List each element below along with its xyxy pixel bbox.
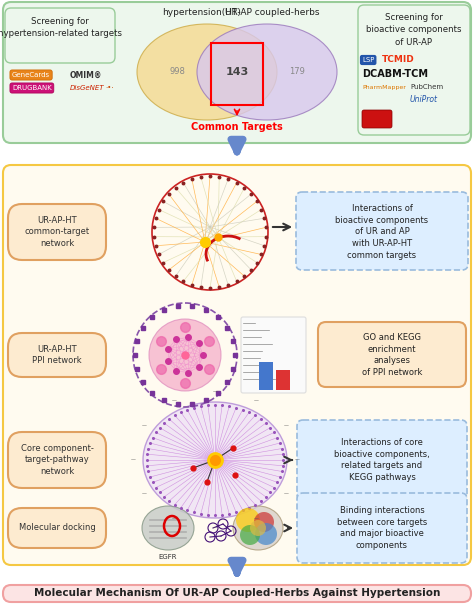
Text: —: — xyxy=(172,516,176,521)
Text: DCABM-TCM: DCABM-TCM xyxy=(362,69,428,79)
Text: UR-AP-HT
common-target
network: UR-AP-HT common-target network xyxy=(25,216,90,248)
FancyBboxPatch shape xyxy=(8,508,106,548)
Text: —: — xyxy=(212,390,218,394)
Text: ·•·: ·•· xyxy=(105,85,113,91)
Text: Interactions of
bioactive components
of UR and AP
with UR-AP-HT
common targets: Interactions of bioactive components of … xyxy=(336,204,428,260)
Text: GeneCards: GeneCards xyxy=(12,72,50,78)
Text: Interactions of core
bioactive components,
related targets and
KEGG pathways: Interactions of core bioactive component… xyxy=(334,438,430,482)
Text: —: — xyxy=(142,423,146,428)
Circle shape xyxy=(255,523,277,545)
FancyBboxPatch shape xyxy=(296,192,468,270)
Text: 143: 143 xyxy=(225,67,249,77)
Text: Binding interactions
between core targets
and major bioactive
components: Binding interactions between core target… xyxy=(337,506,427,550)
Ellipse shape xyxy=(197,24,337,120)
Circle shape xyxy=(240,525,260,545)
FancyBboxPatch shape xyxy=(297,420,467,500)
Text: Core component-
target-pathway
network: Core component- target-pathway network xyxy=(20,444,93,477)
Text: GO and KEGG
enrichment
analyses
of PPI network: GO and KEGG enrichment analyses of PPI n… xyxy=(362,333,422,378)
Bar xyxy=(276,370,290,390)
Ellipse shape xyxy=(137,24,277,120)
Text: —: — xyxy=(212,525,218,530)
Bar xyxy=(211,43,263,105)
Text: —: — xyxy=(130,457,136,463)
Circle shape xyxy=(250,520,266,536)
Text: Screening for
bioactive components
of UR-AP: Screening for bioactive components of UR… xyxy=(366,13,462,47)
Circle shape xyxy=(254,512,274,532)
Text: LSP: LSP xyxy=(362,57,374,63)
Text: DisGeNET: DisGeNET xyxy=(70,85,104,91)
FancyBboxPatch shape xyxy=(8,432,106,488)
Circle shape xyxy=(236,508,260,532)
Text: 179: 179 xyxy=(289,68,305,77)
Circle shape xyxy=(149,319,221,391)
Text: —: — xyxy=(254,516,258,521)
Text: EGFR: EGFR xyxy=(159,554,177,560)
Text: UniProt: UniProt xyxy=(410,95,438,104)
Text: TCMID: TCMID xyxy=(382,56,415,65)
Text: Molecular Mechanism Of UR-AP Coupled-Herbs Against Hypertension: Molecular Mechanism Of UR-AP Coupled-Her… xyxy=(34,588,440,598)
Text: DRUGBANK: DRUGBANK xyxy=(12,85,52,91)
Text: Screening for
hypertension-related targets: Screening for hypertension-related targe… xyxy=(0,17,122,39)
FancyBboxPatch shape xyxy=(358,5,470,135)
FancyBboxPatch shape xyxy=(362,110,392,128)
FancyBboxPatch shape xyxy=(3,585,471,602)
Text: PubChem: PubChem xyxy=(410,84,443,90)
Text: —: — xyxy=(142,492,146,496)
Text: —: — xyxy=(254,399,258,403)
Text: hypertension(HT): hypertension(HT) xyxy=(163,8,241,17)
Text: UR-AP-HT
PPI network: UR-AP-HT PPI network xyxy=(32,345,82,365)
Ellipse shape xyxy=(143,402,287,518)
FancyBboxPatch shape xyxy=(8,204,106,260)
Text: —: — xyxy=(283,423,289,428)
FancyBboxPatch shape xyxy=(8,333,106,377)
Text: OMIM®: OMIM® xyxy=(70,71,102,80)
FancyBboxPatch shape xyxy=(3,165,471,565)
Ellipse shape xyxy=(233,506,283,550)
Ellipse shape xyxy=(142,506,194,550)
FancyBboxPatch shape xyxy=(241,317,306,393)
Text: Molecular docking: Molecular docking xyxy=(18,524,95,533)
FancyBboxPatch shape xyxy=(5,8,115,63)
FancyBboxPatch shape xyxy=(297,493,467,563)
Text: —: — xyxy=(283,492,289,496)
Text: —: — xyxy=(294,457,300,463)
Text: 998: 998 xyxy=(169,68,185,77)
FancyBboxPatch shape xyxy=(318,322,466,387)
Text: Common Targets: Common Targets xyxy=(191,122,283,132)
Text: —: — xyxy=(172,399,176,403)
Text: UR-AP coupled-herbs: UR-AP coupled-herbs xyxy=(225,8,319,17)
Text: PharmMapper: PharmMapper xyxy=(362,85,406,89)
FancyBboxPatch shape xyxy=(3,2,471,143)
Bar xyxy=(259,362,273,390)
